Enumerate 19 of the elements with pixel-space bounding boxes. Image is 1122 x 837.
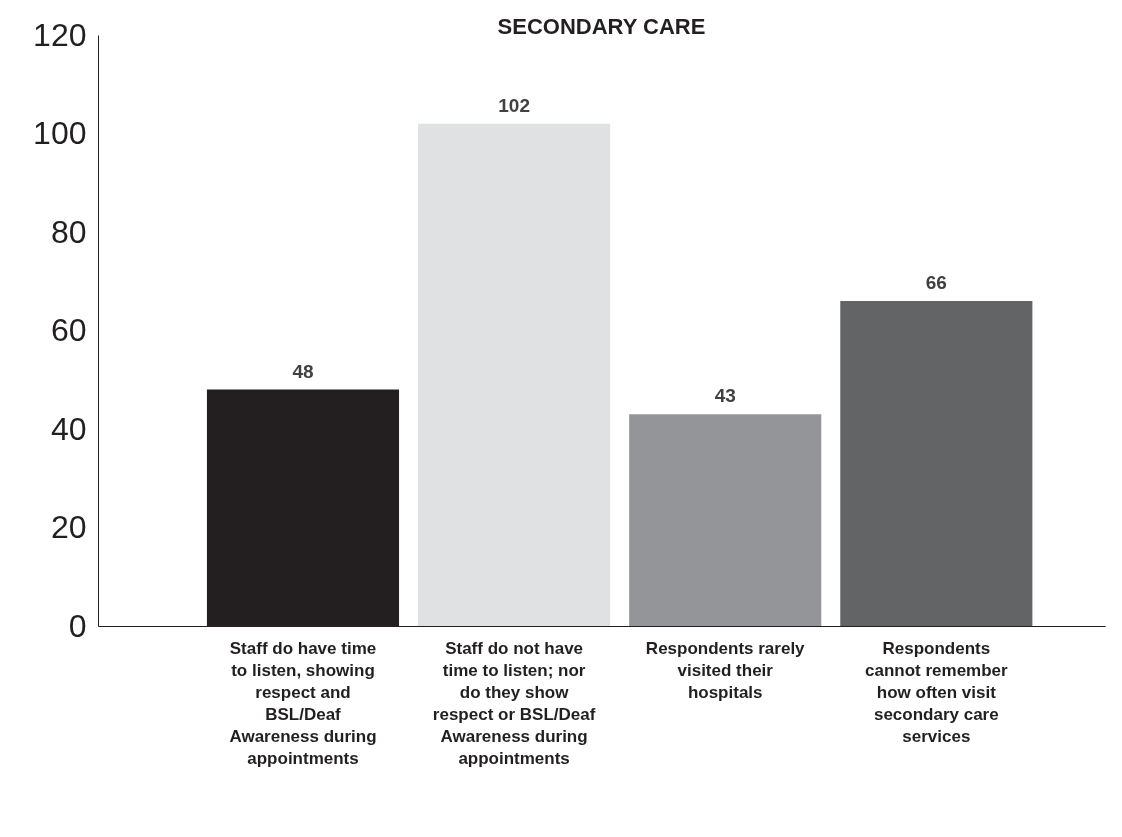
x-tick-label: Staff do not have time to listen; nor do they show respect or BSL/Deaf Awareness during appointments [432, 638, 596, 768]
y-tick-label: 120 [33, 16, 87, 53]
data-label: 66 [925, 271, 947, 293]
x-tick-label: Respondents rarely visited their hospitals [645, 638, 806, 702]
data-label: 43 [714, 385, 736, 407]
y-tick-label: 20 [50, 509, 87, 545]
y-tick-label: 0 [68, 607, 87, 644]
y-tick-label: 60 [50, 312, 87, 348]
y-tick-label: 100 [33, 115, 87, 151]
chart-title: SECONDARY CARE [497, 14, 706, 39]
bar [418, 123, 611, 626]
y-tick-label: 40 [50, 410, 87, 447]
data-label: 48 [292, 360, 314, 382]
x-tick-label: Respondents cannot remember how often visit secondary care services [864, 638, 1009, 746]
bar [629, 414, 822, 626]
bar [840, 300, 1033, 626]
x-tick-label: Staff do have time to listen, showing respect and BSL/Deaf Awareness during appointments [229, 638, 377, 768]
y-tick-label: 80 [50, 213, 87, 250]
data-label: 102 [498, 94, 530, 116]
